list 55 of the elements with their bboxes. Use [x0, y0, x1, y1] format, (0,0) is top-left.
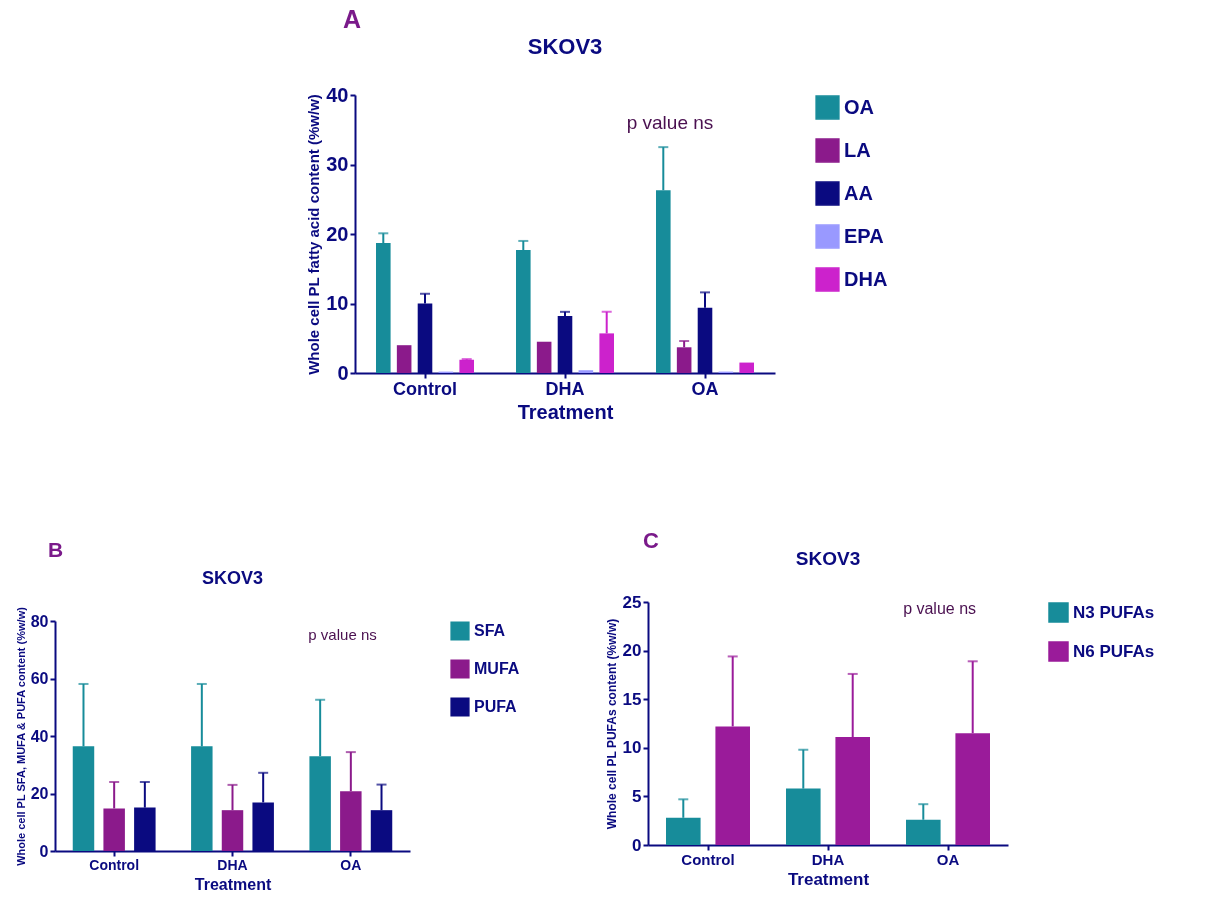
- bar: [536, 341, 552, 373]
- y-tick-label: 40: [30, 727, 49, 745]
- y-axis-title: Whole cell PL fatty acid content (%w/w): [305, 94, 323, 375]
- x-tick-label: OA: [340, 856, 362, 873]
- y-tick-label: 10: [326, 292, 349, 314]
- legend-label: N6 PUFAs: [1073, 641, 1155, 661]
- x-tick-label: DHA: [811, 850, 845, 868]
- x-tick-label: DHA: [545, 378, 585, 399]
- y-tick-label: 30: [326, 153, 349, 175]
- x-axis-title: Treatment: [787, 869, 870, 889]
- x-tick-label: Control: [393, 378, 457, 399]
- y-axis-title: Whole cell PL SFA, MUFA & PUFA content (%w/w): [14, 606, 27, 866]
- y-tick-label: 20: [622, 641, 642, 661]
- x-tick-label: OA: [936, 850, 960, 868]
- y-tick-label: 25: [622, 592, 642, 612]
- annotation: p value ns: [626, 111, 714, 133]
- y-tick-label: 10: [622, 738, 642, 758]
- legend-label: EPA: [844, 224, 884, 247]
- legend-label: AA: [844, 181, 873, 204]
- legend-label: SFA: [474, 622, 506, 639]
- y-tick-label: 0: [337, 361, 349, 384]
- y-tick-label: 20: [30, 785, 49, 802]
- legend-label: OA: [844, 95, 874, 118]
- legend-label: N3 PUFAs: [1073, 602, 1155, 622]
- legend-label: LA: [844, 138, 871, 161]
- x-tick-label: OA: [691, 378, 719, 399]
- x-tick-label: Control: [89, 856, 140, 873]
- bar: [578, 370, 594, 373]
- x-tick-label: Control: [681, 850, 735, 868]
- x-axis-title: Treatment: [517, 400, 614, 423]
- x-tick-label: DHA: [217, 856, 248, 873]
- y-tick-label: 60: [30, 670, 49, 687]
- annotation: p value ns: [308, 625, 377, 643]
- text: A: [343, 5, 362, 33]
- annotation: p value ns: [903, 600, 977, 618]
- y-tick-label: 15: [622, 689, 642, 709]
- legend-label: DHA: [844, 267, 888, 290]
- y-tick-label: 20: [326, 222, 349, 245]
- text: B: [48, 538, 64, 561]
- y-tick-label: 40: [326, 83, 349, 106]
- y-tick-label: 0: [39, 842, 49, 860]
- bar: [739, 362, 754, 373]
- text: C: [643, 528, 659, 553]
- x-axis-title: Treatment: [194, 875, 272, 893]
- bar: [459, 359, 474, 373]
- y-tick-label: 80: [30, 612, 49, 630]
- legend-label: PUFA: [474, 698, 518, 715]
- chart-title: SKOV3: [527, 34, 603, 59]
- y-tick-label: 0: [632, 835, 642, 855]
- y-axis-title: Whole cell PL PUFAs content (%w/w): [604, 618, 619, 830]
- bar: [396, 345, 412, 373]
- legend-label: MUFA: [474, 660, 520, 677]
- chart-title: SKOV3: [201, 568, 264, 588]
- chart-title: SKOV3: [795, 548, 861, 569]
- y-tick-label: 5: [632, 786, 642, 806]
